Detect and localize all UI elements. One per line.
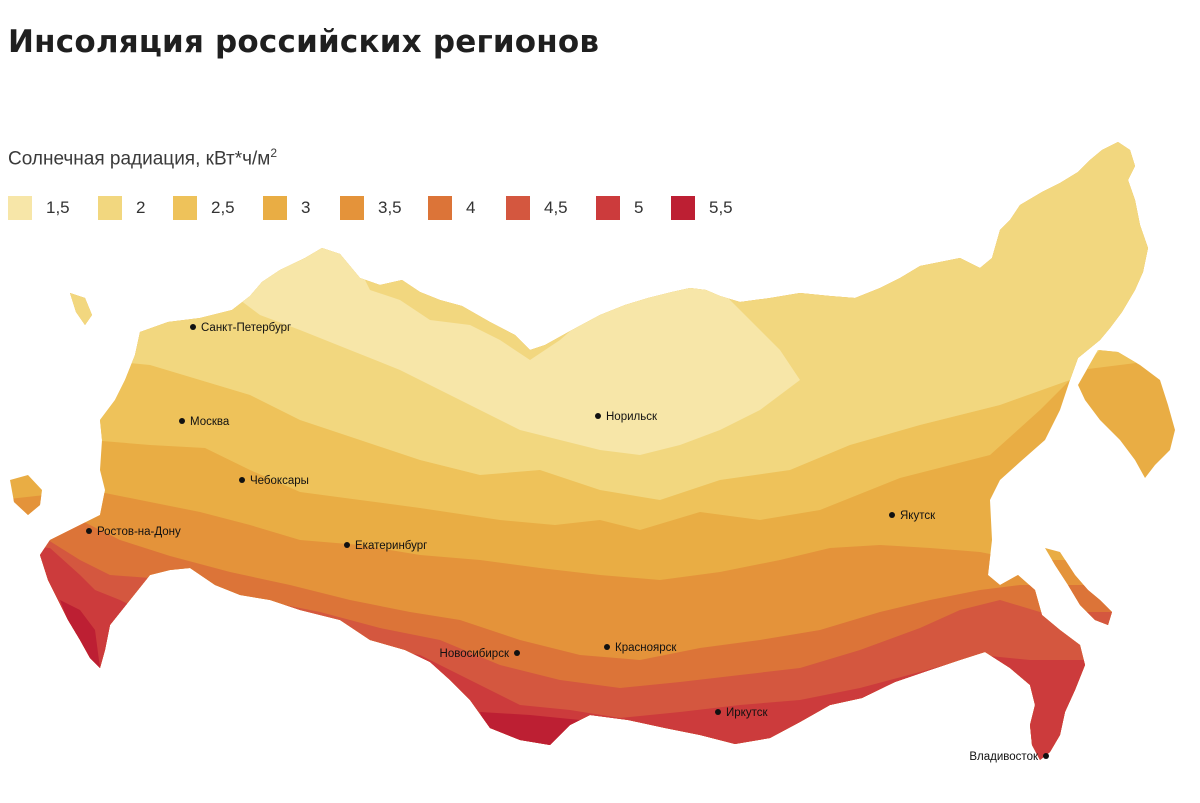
city-dot xyxy=(239,477,245,483)
city-dot xyxy=(715,709,721,715)
city-dot xyxy=(595,413,601,419)
city-label: Красноярск xyxy=(615,642,677,654)
city-label: Норильск xyxy=(606,411,658,423)
legend-item: 3 xyxy=(263,196,310,220)
legend-title-text: Солнечная радиация, кВт*ч/м xyxy=(8,148,271,170)
legend-label: 5,5 xyxy=(709,198,733,217)
legend-swatch xyxy=(8,196,32,220)
city-dot xyxy=(179,418,185,424)
legend-swatch xyxy=(506,196,530,220)
legend-label: 3 xyxy=(301,198,311,217)
city-dot xyxy=(86,528,92,534)
city-label: Иркутск xyxy=(726,707,768,719)
legend-item: 1,5 xyxy=(8,196,70,220)
city-dot xyxy=(604,644,610,650)
legend-label: 3,5 xyxy=(378,198,402,217)
legend-swatch xyxy=(173,196,197,220)
city-label: Новосибирск xyxy=(440,648,510,660)
page-title: Инсоляция российских регионов xyxy=(8,24,600,60)
legend-item: 4 xyxy=(428,196,475,220)
city-dot xyxy=(514,650,520,656)
legend-item: 5,5 xyxy=(671,196,733,220)
legend-item: 3,5 xyxy=(340,196,402,220)
legend-swatch xyxy=(428,196,452,220)
legend-label: 2 xyxy=(136,198,146,217)
city-label: Владивосток xyxy=(969,751,1039,763)
legend-title-superscript: 2 xyxy=(270,146,278,160)
legend-swatch xyxy=(596,196,620,220)
legend-swatch xyxy=(340,196,364,220)
legend-label: 5 xyxy=(634,198,644,217)
city-dot xyxy=(889,512,895,518)
legend-item: 4,5 xyxy=(506,196,568,220)
legend-label: 1,5 xyxy=(46,198,70,217)
legend-label: 4,5 xyxy=(544,198,568,217)
zone-5-5 xyxy=(480,712,600,760)
legend-label: 4 xyxy=(466,198,476,217)
city-label: Чебоксары xyxy=(250,475,309,487)
legend-label: 2,5 xyxy=(211,198,235,217)
city-label: Якутск xyxy=(900,510,936,522)
legend-item: 5 xyxy=(596,196,643,220)
legend-swatch xyxy=(263,196,287,220)
legend-title: Солнечная радиация, кВт*ч/м2 xyxy=(8,146,277,170)
city-dot xyxy=(190,324,196,330)
city-label: Ростов-на-Дону xyxy=(97,526,181,538)
city-markers: Санкт-Петербург Москва Чебоксары Ростов-… xyxy=(86,322,1049,763)
zone-5-5-south xyxy=(60,600,100,672)
city-dot xyxy=(1043,753,1049,759)
city-dot xyxy=(344,542,350,548)
city-label: Москва xyxy=(190,416,230,428)
legend-swatch xyxy=(671,196,695,220)
legend-item: 2,5 xyxy=(173,196,235,220)
city-label: Екатеринбург xyxy=(355,540,427,552)
legend-swatch xyxy=(98,196,122,220)
legend-item: 2 xyxy=(98,196,145,220)
city-label: Санкт-Петербург xyxy=(201,322,291,334)
